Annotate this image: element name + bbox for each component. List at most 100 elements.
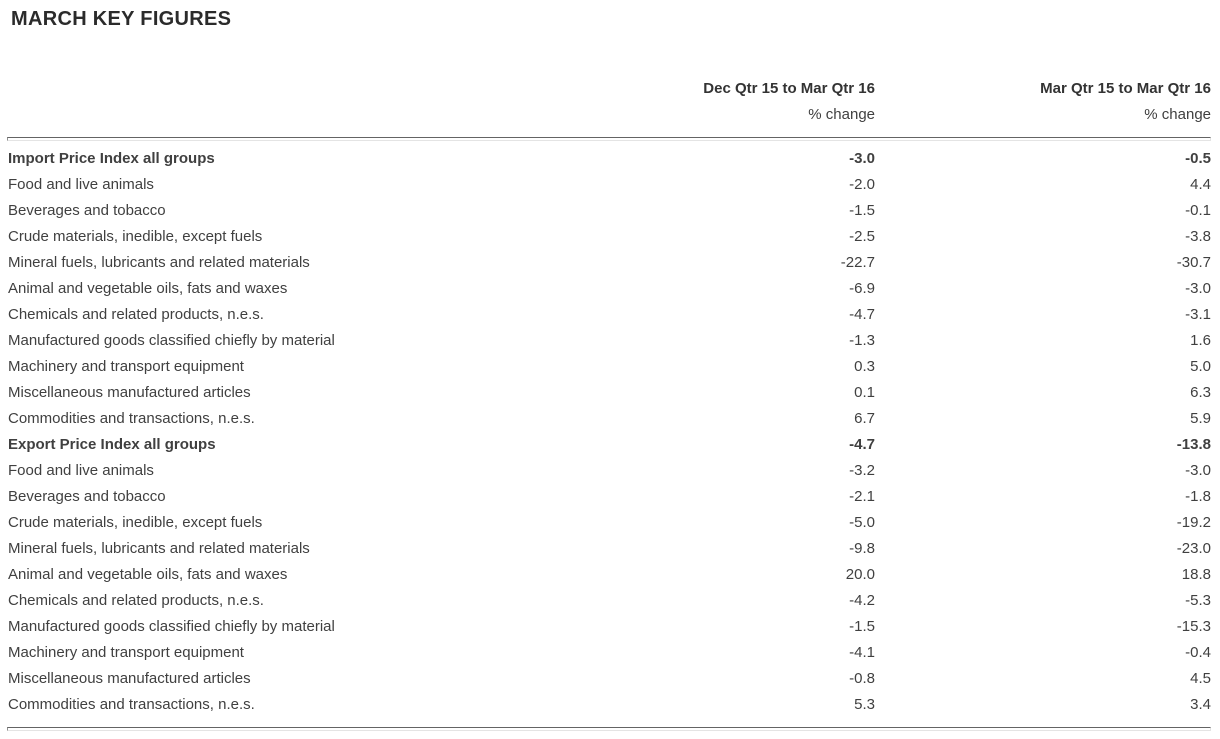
value-dec-qtr-to-mar-qtr: -4.7	[849, 306, 875, 323]
table-row: Commodities and transactions, n.e.s. 5.3 3…	[7, 692, 1211, 718]
table-row: Import Price Index all groups -3.0 -0.5	[7, 146, 1211, 172]
value-dec-qtr-to-mar-qtr: 0.1	[854, 384, 875, 401]
value-dec-qtr-to-mar-qtr: -2.1	[849, 488, 875, 505]
column-header-mar-qtr-to-mar-qtr: Mar Qtr 15 to Mar Qtr 16	[1040, 80, 1211, 97]
table-row: Miscellaneous manufactured articles 0.1 6.…	[7, 380, 1211, 406]
value-mar-qtr-to-mar-qtr: -3.1	[1185, 306, 1211, 323]
value-mar-qtr-to-mar-qtr: 6.3	[1190, 384, 1211, 401]
table-row: Commodities and transactions, n.e.s. 6.7 5…	[7, 406, 1211, 432]
value-mar-qtr-to-mar-qtr: -1.8	[1185, 488, 1211, 505]
row-label: Animal and vegetable oils, fats and waxe…	[8, 280, 288, 297]
value-dec-qtr-to-mar-qtr: -3.0	[849, 150, 875, 167]
header-spacer	[7, 76, 637, 102]
row-label: Machinery and transport equipment	[8, 358, 244, 375]
row-label: Food and live animals	[8, 176, 154, 193]
row-label: Crude materials, inedible, except fuels	[8, 228, 263, 245]
value-dec-qtr-to-mar-qtr: -1.5	[849, 202, 875, 219]
value-mar-qtr-to-mar-qtr: -0.5	[1185, 150, 1211, 167]
value-mar-qtr-to-mar-qtr: -3.0	[1185, 462, 1211, 479]
value-mar-qtr-to-mar-qtr: -3.8	[1185, 228, 1211, 245]
value-dec-qtr-to-mar-qtr: -2.5	[849, 228, 875, 245]
value-dec-qtr-to-mar-qtr: -1.5	[849, 618, 875, 635]
table-row: Machinery and transport equipment -4.1 -0.…	[7, 640, 1211, 666]
row-label: Commodities and transactions, n.e.s.	[8, 410, 255, 427]
value-dec-qtr-to-mar-qtr: -4.2	[849, 592, 875, 609]
table-row: Mineral fuels, lubricants and related ma…	[7, 250, 1211, 276]
value-dec-qtr-to-mar-qtr: -9.8	[849, 540, 875, 557]
value-mar-qtr-to-mar-qtr: -15.3	[1176, 618, 1211, 635]
row-label: Crude materials, inedible, except fuels	[8, 514, 263, 531]
row-label: Beverages and tobacco	[8, 488, 166, 505]
table-row: Export Price Index all groups -4.7 -13.8	[7, 432, 1211, 458]
value-mar-qtr-to-mar-qtr: -5.3	[1185, 592, 1211, 609]
value-mar-qtr-to-mar-qtr: -23.0	[1176, 540, 1211, 557]
row-label: Chemicals and related products, n.e.s.	[8, 592, 264, 609]
value-mar-qtr-to-mar-qtr: 3.4	[1190, 696, 1211, 713]
value-dec-qtr-to-mar-qtr: -6.9	[849, 280, 875, 297]
column-subheader-percent-change-2: % change	[1144, 106, 1211, 123]
table-row: Mineral fuels, lubricants and related ma…	[7, 536, 1211, 562]
row-label: Mineral fuels, lubricants and related ma…	[8, 254, 310, 271]
row-label: Beverages and tobacco	[8, 202, 166, 219]
row-label: Chemicals and related products, n.e.s.	[8, 306, 264, 323]
key-figures-table: Dec Qtr 15 to Mar Qtr 16 Mar Qtr 15 to M…	[7, 76, 1211, 731]
value-mar-qtr-to-mar-qtr: 4.4	[1190, 176, 1211, 193]
table-row: Food and live animals -3.2 -3.0	[7, 458, 1211, 484]
row-label: Mineral fuels, lubricants and related ma…	[8, 540, 310, 557]
table-row: Miscellaneous manufactured articles -0.8 4…	[7, 666, 1211, 692]
value-mar-qtr-to-mar-qtr: 18.8	[1181, 566, 1211, 583]
table-row: Machinery and transport equipment 0.3 5.0	[7, 354, 1211, 380]
value-mar-qtr-to-mar-qtr: -3.0	[1185, 280, 1211, 297]
value-mar-qtr-to-mar-qtr: 4.5	[1190, 670, 1211, 687]
table-row: Crude materials, inedible, except fuels -…	[7, 224, 1211, 250]
value-mar-qtr-to-mar-qtr: 1.6	[1190, 332, 1211, 349]
page-title: MARCH KEY FIGURES	[11, 8, 232, 30]
value-mar-qtr-to-mar-qtr: -0.4	[1185, 644, 1211, 661]
row-label: Miscellaneous manufactured articles	[8, 670, 251, 687]
table-row: Manufactured goods classified chiefly by…	[7, 614, 1211, 640]
table-row: Beverages and tobacco -2.1 -1.8	[7, 484, 1211, 510]
row-label: Commodities and transactions, n.e.s.	[8, 696, 255, 713]
row-label: Import Price Index all groups	[8, 150, 215, 167]
table-row: Crude materials, inedible, except fuels -…	[7, 510, 1211, 536]
value-mar-qtr-to-mar-qtr: 5.9	[1190, 410, 1211, 427]
row-label: Food and live animals	[8, 462, 154, 479]
row-label: Export Price Index all groups	[8, 436, 216, 453]
table-row: Food and live animals -2.0 4.4	[7, 172, 1211, 198]
value-dec-qtr-to-mar-qtr: -22.7	[840, 254, 875, 271]
table-row: Beverages and tobacco -1.5 -0.1	[7, 198, 1211, 224]
value-dec-qtr-to-mar-qtr: 6.7	[854, 410, 875, 427]
value-mar-qtr-to-mar-qtr: -13.8	[1176, 436, 1211, 453]
row-label: Manufactured goods classified chiefly by…	[8, 618, 335, 635]
table-row: Animal and vegetable oils, fats and waxe…	[7, 562, 1211, 588]
value-dec-qtr-to-mar-qtr: -1.3	[849, 332, 875, 349]
row-label: Animal and vegetable oils, fats and waxe…	[8, 566, 288, 583]
row-label: Miscellaneous manufactured articles	[8, 384, 251, 401]
value-dec-qtr-to-mar-qtr: 5.3	[854, 696, 875, 713]
value-mar-qtr-to-mar-qtr: -30.7	[1176, 254, 1211, 271]
value-mar-qtr-to-mar-qtr: 5.0	[1190, 358, 1211, 375]
value-dec-qtr-to-mar-qtr: -4.1	[849, 644, 875, 661]
row-label: Manufactured goods classified chiefly by…	[8, 332, 335, 349]
value-dec-qtr-to-mar-qtr: -3.2	[849, 462, 875, 479]
value-dec-qtr-to-mar-qtr: -0.8	[849, 670, 875, 687]
table-row: Manufactured goods classified chiefly by…	[7, 328, 1211, 354]
subheader-spacer	[7, 102, 637, 128]
column-header-dec-qtr-to-mar-qtr: Dec Qtr 15 to Mar Qtr 16	[703, 80, 875, 97]
value-dec-qtr-to-mar-qtr: 20.0	[845, 566, 875, 583]
table-row: Chemicals and related products, n.e.s. -4…	[7, 302, 1211, 328]
column-subheader-percent-change-1: % change	[808, 106, 875, 123]
table-bottom-rule	[7, 727, 1211, 731]
table-row: Chemicals and related products, n.e.s. -4…	[7, 588, 1211, 614]
value-mar-qtr-to-mar-qtr: -19.2	[1176, 514, 1211, 531]
value-dec-qtr-to-mar-qtr: -4.7	[849, 436, 875, 453]
table-row: Animal and vegetable oils, fats and waxe…	[7, 276, 1211, 302]
table-top-rule	[7, 137, 1211, 141]
value-dec-qtr-to-mar-qtr: 0.3	[854, 358, 875, 375]
value-mar-qtr-to-mar-qtr: -0.1	[1185, 202, 1211, 219]
row-label: Machinery and transport equipment	[8, 644, 244, 661]
value-dec-qtr-to-mar-qtr: -2.0	[849, 176, 875, 193]
table-subheader-row: % change % change	[7, 102, 1211, 128]
table-header-row: Dec Qtr 15 to Mar Qtr 16 Mar Qtr 15 to M…	[7, 76, 1211, 102]
